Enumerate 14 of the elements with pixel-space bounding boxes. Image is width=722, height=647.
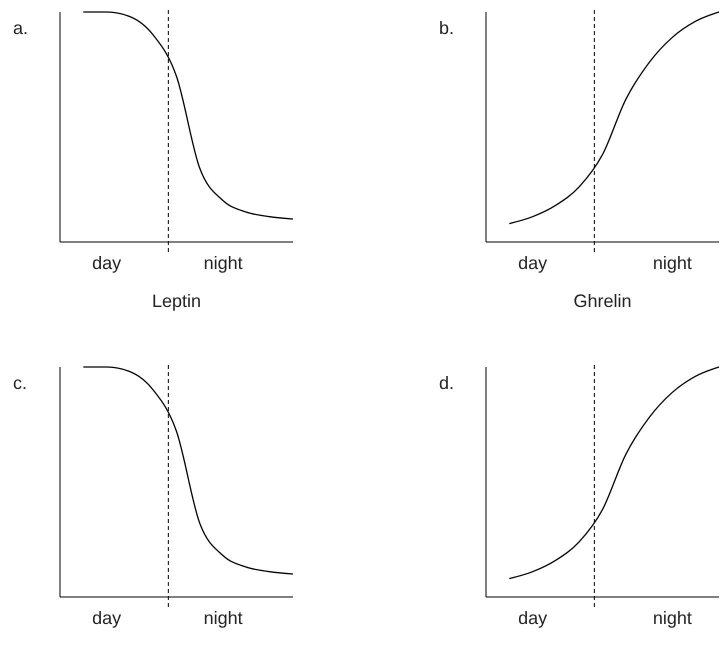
x-tick-label: day	[518, 252, 548, 273]
x-tick-label: night	[204, 252, 243, 273]
x-tick-label: night	[652, 252, 692, 273]
x-tick-label: day	[92, 608, 122, 628]
x-axis-title: Leptin	[152, 291, 202, 311]
chart-title: a.	[13, 18, 28, 38]
chart-title: c.	[13, 373, 28, 393]
x-tick-label: day	[518, 608, 548, 628]
x-tick-label: night	[204, 608, 243, 628]
chart-title: b.	[439, 18, 454, 38]
x-tick-label: night	[652, 608, 692, 628]
x-axis-title: Ghrelin	[573, 291, 632, 311]
x-tick-label: day	[92, 252, 122, 273]
chart-title: d.	[439, 373, 454, 393]
